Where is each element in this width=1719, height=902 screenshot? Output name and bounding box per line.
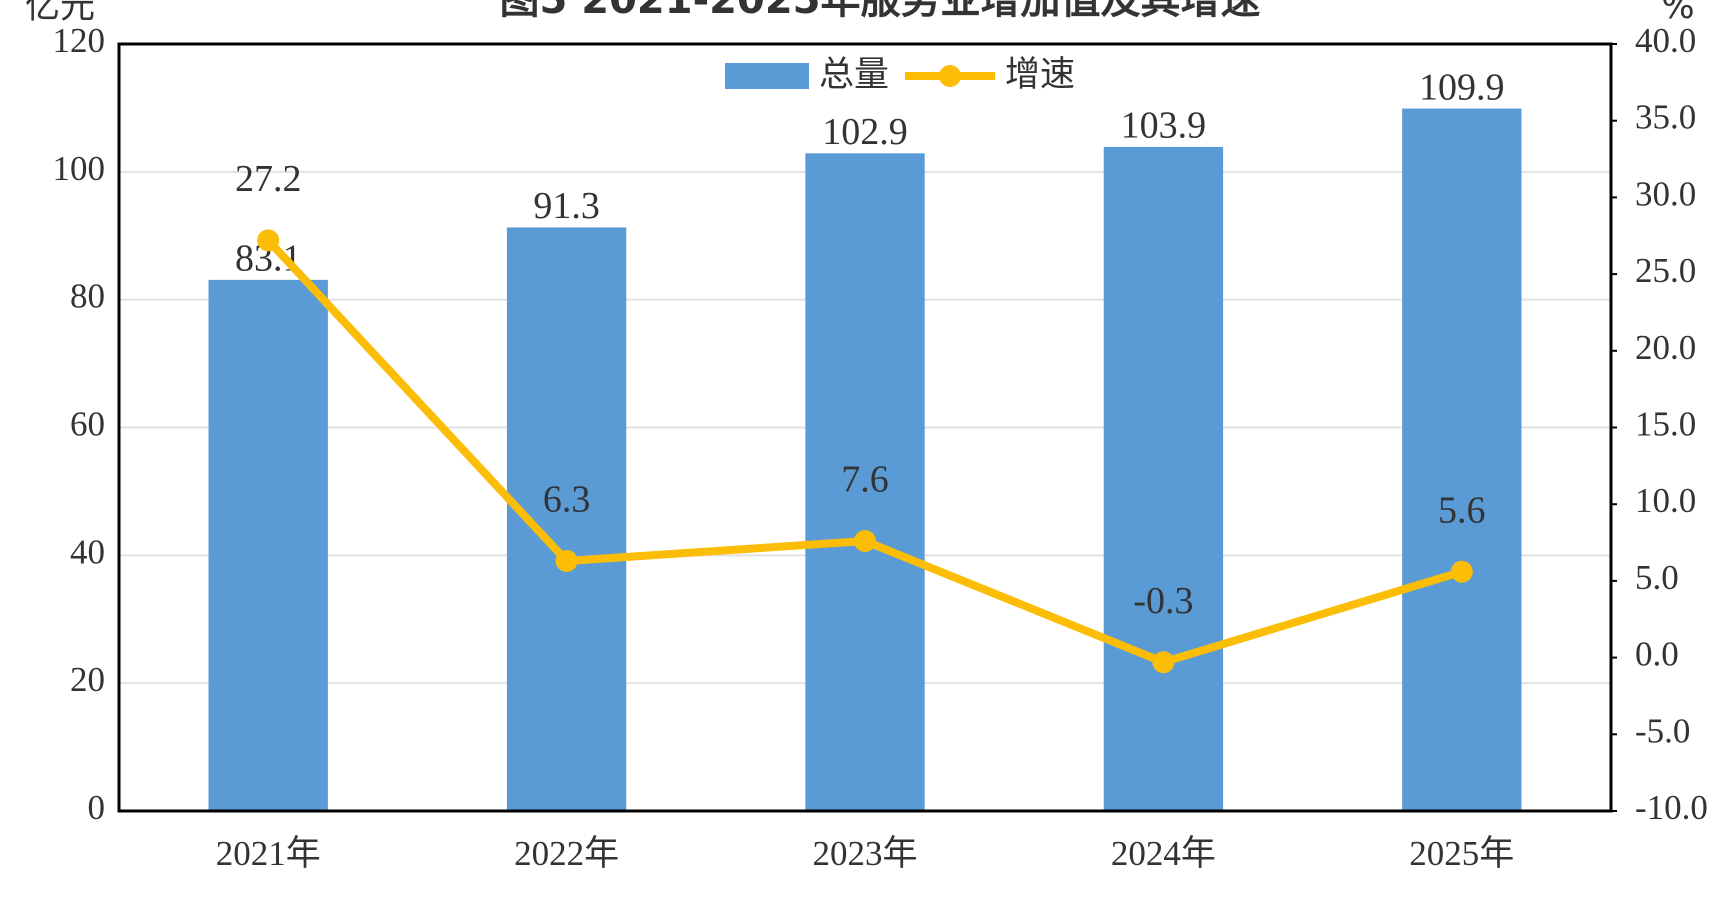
bar-value-label: 103.9 (1121, 105, 1207, 147)
line-marker (1450, 560, 1473, 583)
legend-label: 总量 (819, 55, 889, 95)
y-tick-label: 20 (70, 660, 105, 699)
line-value-label: 5.6 (1438, 489, 1486, 531)
y-tick-label: 120 (53, 21, 106, 60)
y-tick-label: 0 (88, 788, 106, 827)
line-marker (555, 549, 578, 572)
y2-tick-label: 20.0 (1635, 328, 1696, 367)
line-marker (854, 530, 876, 553)
legend-swatch (939, 65, 961, 87)
y2-tick-label: 15.0 (1635, 405, 1696, 444)
line-marker (1152, 651, 1175, 674)
chart-title: 图5 2021-2025年服务业增加值及其增速 (499, 0, 1260, 23)
line-value-label: 6.3 (543, 479, 591, 521)
bar (1103, 146, 1224, 812)
y2-tick-label: 5.0 (1635, 558, 1679, 597)
x-tick-label: 2022年 (514, 834, 619, 873)
x-tick-label: 2024年 (1111, 834, 1216, 873)
bar (805, 153, 925, 812)
line-value-label: 27.2 (235, 158, 302, 200)
bar-value-label: 91.3 (533, 185, 600, 227)
y2-tick-label: 25.0 (1635, 251, 1696, 290)
bar (1402, 108, 1522, 811)
y-tick-label: 80 (70, 277, 105, 316)
y2-tick-label: 10.0 (1635, 481, 1696, 520)
x-tick-label: 2021年 (216, 834, 321, 873)
line-value-label: -0.3 (1133, 580, 1193, 622)
y-axis-label: 亿元 (25, 0, 95, 27)
y2-tick-label: -10.0 (1635, 788, 1708, 827)
y-tick-label: 100 (53, 149, 106, 188)
y2-tick-label: 0.0 (1635, 635, 1679, 674)
bar (208, 279, 328, 811)
x-tick-label: 2023年 (812, 834, 917, 873)
plot-border (117, 42, 1613, 813)
y2-axis-label: % (1661, 0, 1694, 27)
legend-swatch (725, 63, 809, 89)
legend-label: 增速 (1005, 55, 1075, 95)
y2-tick-label: 30.0 (1635, 174, 1696, 213)
line-marker (257, 229, 280, 252)
y-tick-label: 60 (70, 405, 105, 444)
bar-value-label: 109.9 (1419, 66, 1505, 108)
y-tick-label: 40 (70, 532, 105, 571)
line-value-label: 7.6 (841, 459, 889, 501)
x-tick-label: 2025年 (1409, 834, 1514, 873)
y2-tick-label: 35.0 (1635, 98, 1696, 137)
bar-value-label: 102.9 (822, 111, 908, 153)
y2-tick-label: -5.0 (1635, 711, 1690, 750)
y2-tick-label: 40.0 (1635, 21, 1696, 60)
